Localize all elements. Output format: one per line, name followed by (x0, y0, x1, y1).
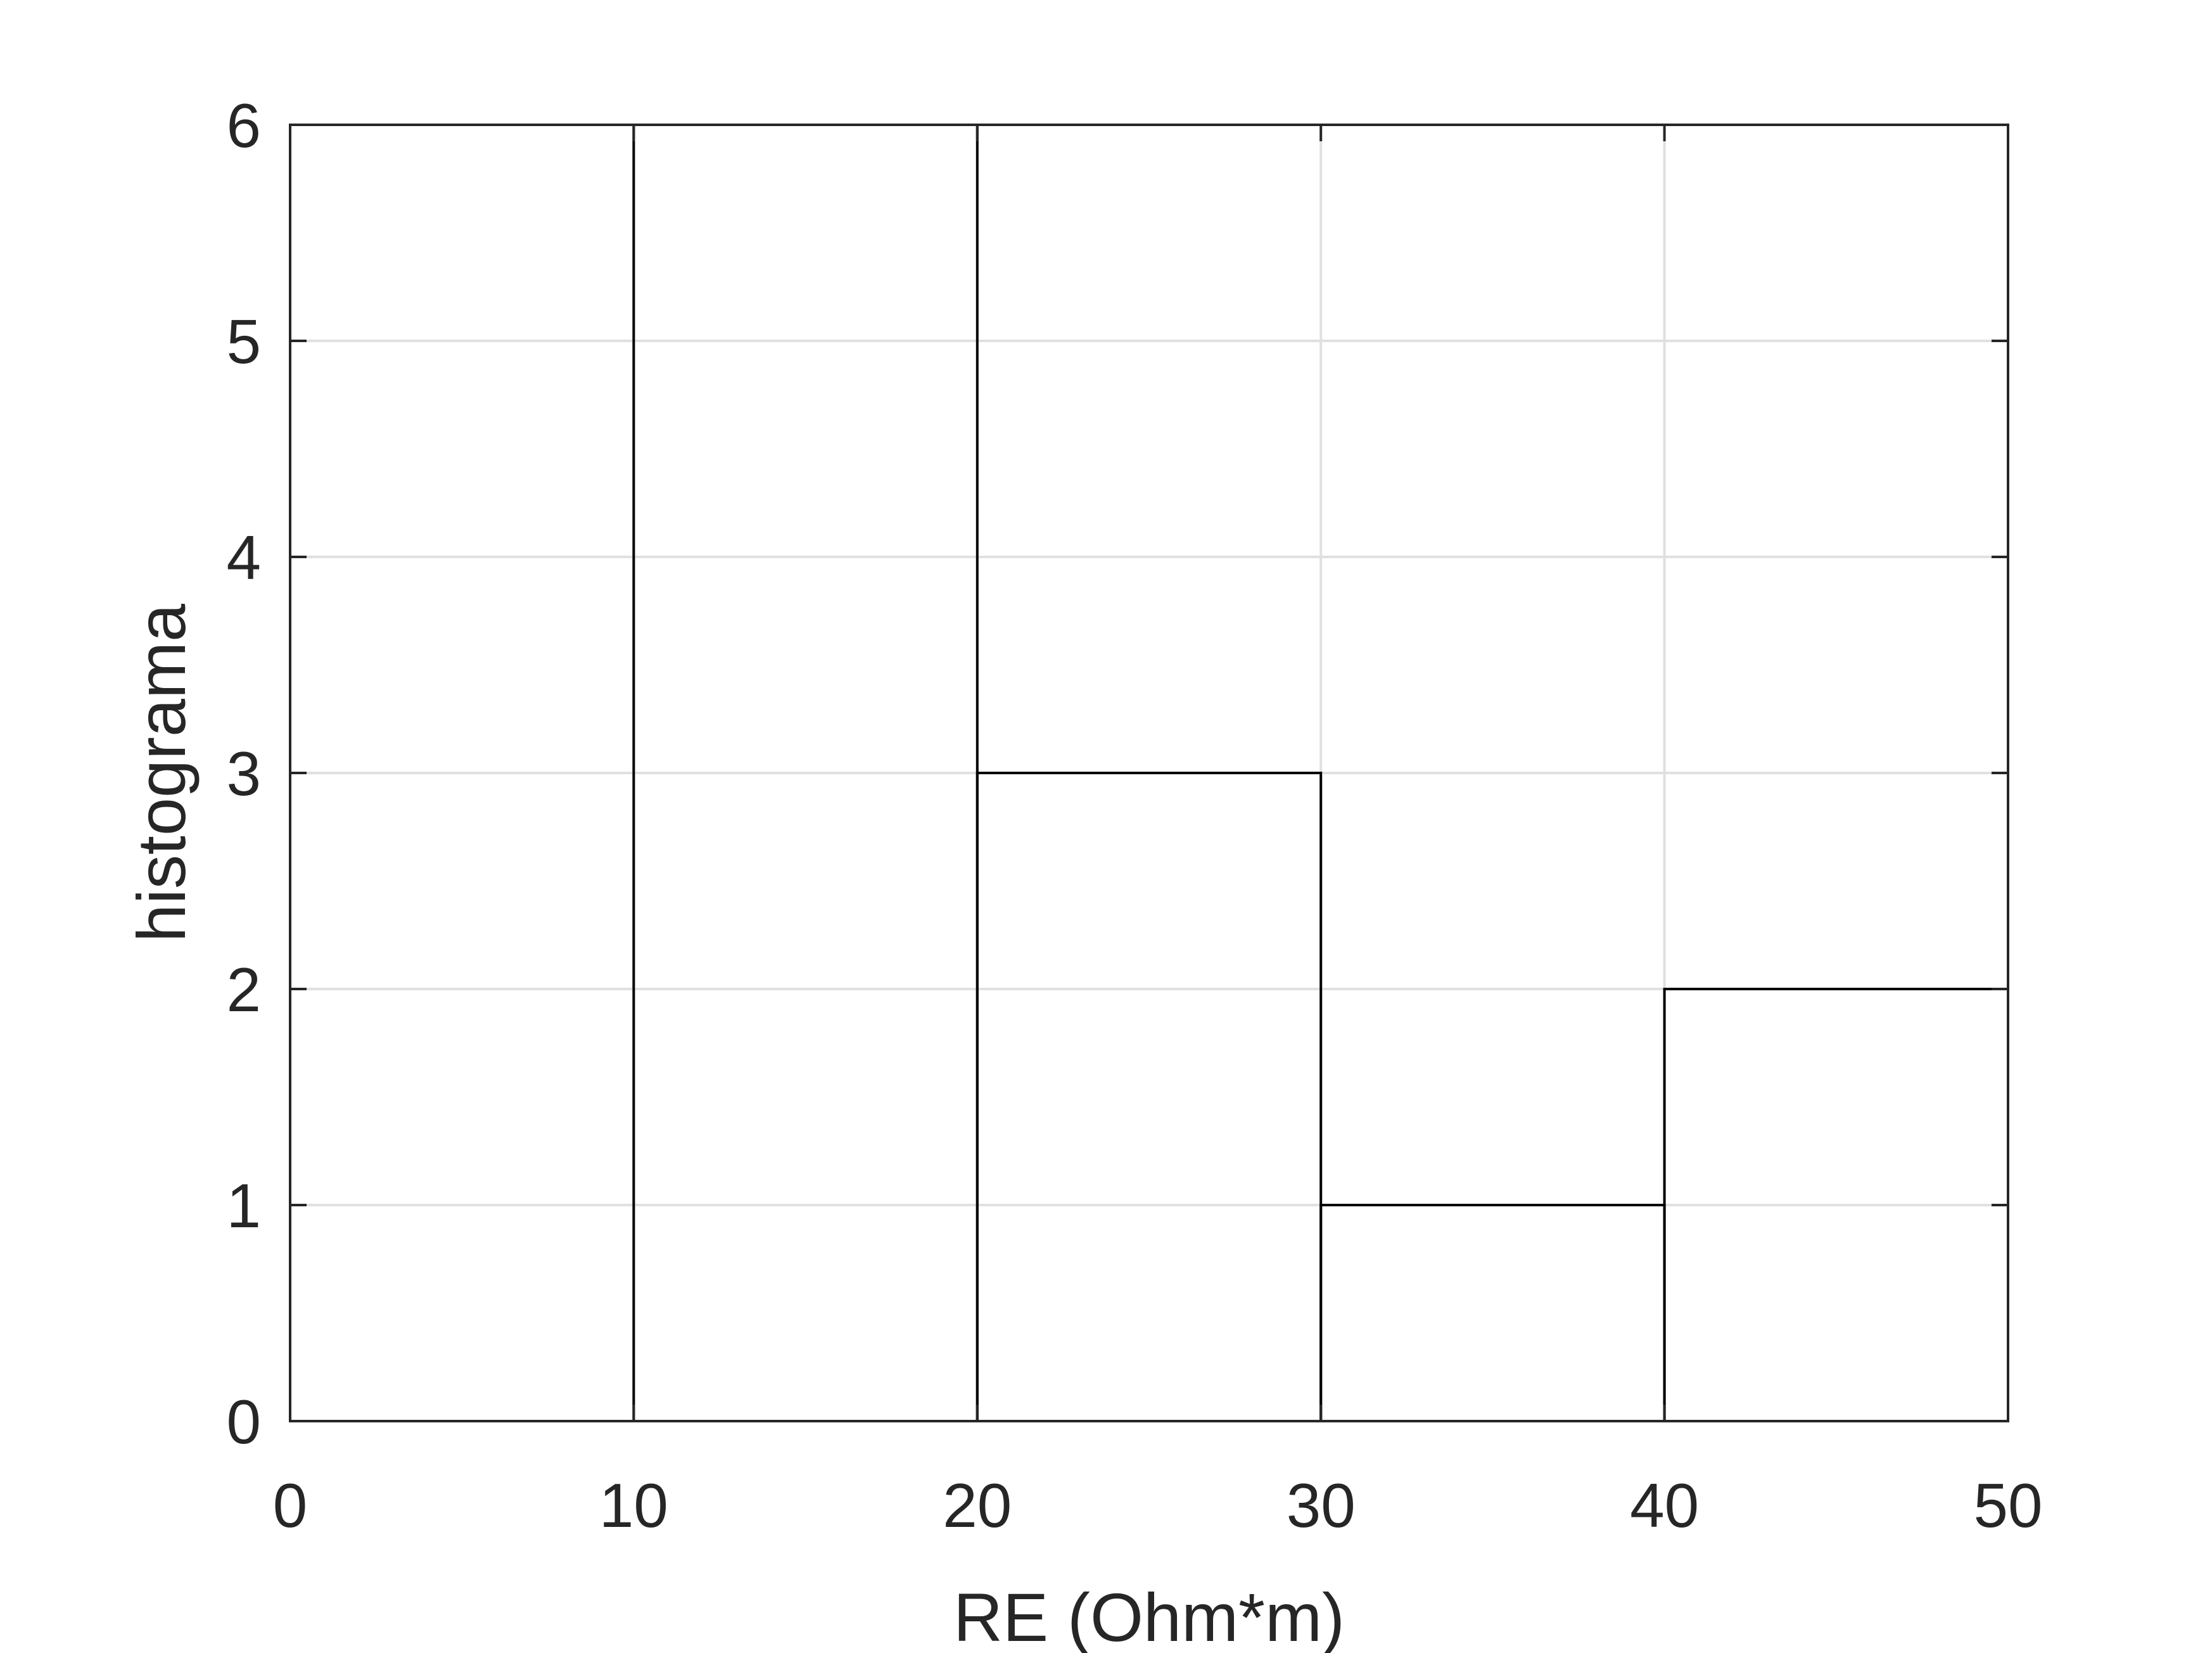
y-tick-label-3: 3 (226, 739, 261, 808)
y-tick-label-1: 1 (226, 1171, 261, 1241)
x-tick-label-2: 20 (943, 1471, 1012, 1540)
x-axis-label: RE (Ohm*m) (953, 1579, 1345, 1653)
y-tick-label-5: 5 (226, 307, 261, 376)
y-tick-label-4: 4 (226, 523, 261, 592)
x-tick-label-3: 30 (1287, 1471, 1356, 1540)
y-tick-label-6: 6 (226, 91, 261, 160)
y-tick-label-0: 0 (226, 1387, 261, 1457)
y-tick-label-2: 2 (226, 955, 261, 1024)
x-tick-label-5: 50 (1973, 1471, 2042, 1540)
x-tick-label-4: 40 (1630, 1471, 1699, 1540)
x-tick-label-0: 0 (273, 1471, 308, 1540)
y-tick-labels: 0 1 2 3 4 5 6 (226, 91, 261, 1457)
axis-ticks (289, 124, 2009, 1422)
y-axis-label: histograma (123, 603, 200, 942)
x-tick-labels: 0 10 20 30 40 50 (273, 1471, 2043, 1540)
x-tick-label-1: 10 (599, 1471, 668, 1540)
